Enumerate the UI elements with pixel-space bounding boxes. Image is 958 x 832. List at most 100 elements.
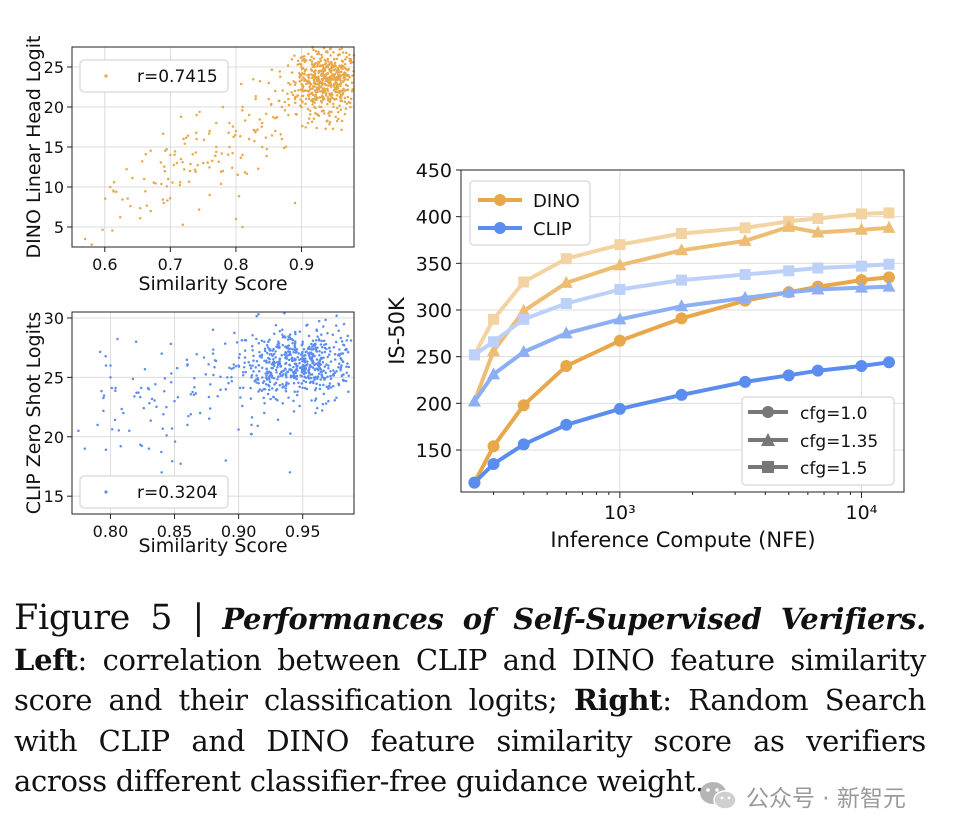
scatter-point bbox=[299, 63, 303, 66]
scatter-point bbox=[272, 332, 276, 336]
scatter-point bbox=[327, 384, 331, 388]
x-tick-label: 0.85 bbox=[157, 522, 193, 541]
scatter-point bbox=[341, 64, 345, 68]
scatter-point bbox=[301, 124, 304, 128]
scatter-point bbox=[307, 52, 310, 56]
scatter-point bbox=[306, 107, 310, 111]
series-marker-square bbox=[676, 227, 688, 239]
scatter-point bbox=[327, 387, 330, 390]
scatter-point bbox=[272, 395, 276, 399]
series-marker-square bbox=[560, 297, 572, 309]
scatter-point bbox=[305, 59, 308, 62]
scatter-point bbox=[324, 127, 327, 130]
scatter-point bbox=[254, 131, 257, 134]
line-chart-ylabel: IS-50K bbox=[385, 296, 409, 365]
scatter-point bbox=[333, 398, 337, 402]
scatter-point bbox=[328, 75, 332, 78]
scatter-point bbox=[324, 92, 328, 95]
scatter-point bbox=[139, 395, 142, 399]
scatter-point bbox=[258, 388, 262, 391]
scatter-point bbox=[306, 121, 310, 125]
legend-cfg10-label: cfg=1.0 bbox=[800, 404, 867, 424]
scatter-point bbox=[270, 102, 273, 106]
scatter-point bbox=[211, 328, 215, 332]
scatter-point bbox=[295, 377, 298, 381]
scatter-point bbox=[234, 133, 237, 137]
scatter-point bbox=[291, 359, 294, 363]
scatter-point bbox=[226, 153, 230, 156]
scatter-point bbox=[292, 365, 295, 369]
scatter-point bbox=[279, 364, 283, 368]
scatter-point bbox=[284, 384, 288, 387]
scatter-point bbox=[327, 81, 330, 84]
scatter-point bbox=[346, 351, 350, 354]
scatter-point bbox=[266, 371, 270, 375]
scatter-point bbox=[311, 339, 315, 343]
scatter-point bbox=[100, 389, 103, 393]
scatter-point bbox=[303, 57, 306, 61]
scatter-point bbox=[255, 359, 259, 363]
scatter-point bbox=[311, 85, 315, 88]
scatter-point bbox=[193, 376, 196, 380]
scatter-point bbox=[301, 87, 304, 90]
legend-cfg135-label: cfg=1.35 bbox=[800, 432, 878, 452]
scatter-point bbox=[265, 367, 268, 370]
scatter-point bbox=[242, 365, 246, 369]
scatter-point bbox=[293, 95, 297, 99]
scatter-point bbox=[315, 79, 319, 83]
scatter-point bbox=[294, 369, 297, 372]
scatter-point bbox=[340, 340, 344, 343]
scatter-point bbox=[306, 79, 310, 82]
scatter-point bbox=[114, 386, 117, 390]
series-marker-circle bbox=[855, 274, 868, 287]
inference-compute-line-chart: 150 200 250 300 350 400 450 10³ 10⁴ Inference Co… bbox=[385, 160, 905, 552]
scatter-point bbox=[278, 372, 282, 376]
scatter-point bbox=[165, 434, 168, 437]
y-tick-label: 200 bbox=[416, 393, 452, 415]
scatter-point bbox=[316, 90, 319, 94]
scatter-point bbox=[282, 385, 286, 388]
watermark: 公众号 · 新智元 bbox=[698, 776, 906, 816]
clip-scatter-legend-marker bbox=[104, 490, 108, 494]
scatter-point bbox=[257, 364, 261, 367]
scatter-point bbox=[276, 363, 280, 367]
series-marker-circle bbox=[517, 438, 530, 451]
scatter-point bbox=[298, 72, 301, 75]
series-marker-triangle bbox=[854, 280, 868, 293]
scatter-point bbox=[298, 75, 302, 79]
scatter-point bbox=[345, 371, 349, 375]
scatter-point bbox=[309, 82, 312, 85]
scatter-point bbox=[349, 105, 352, 109]
scatter-point bbox=[208, 166, 211, 169]
scatter-point bbox=[293, 330, 297, 334]
scatter-point bbox=[322, 325, 325, 328]
scatter-point bbox=[287, 103, 291, 107]
scatter-point bbox=[341, 67, 344, 71]
scatter-point bbox=[211, 348, 215, 351]
scatter-point bbox=[277, 375, 280, 378]
scatter-point bbox=[283, 100, 287, 104]
caption-figure-label: Figure 5 | bbox=[14, 598, 204, 638]
scatter-point bbox=[324, 88, 327, 91]
scatter-point bbox=[324, 74, 327, 77]
scatter-point bbox=[345, 74, 349, 78]
scatter-point bbox=[343, 100, 347, 103]
scatter-point bbox=[338, 48, 341, 51]
scatter-point bbox=[277, 340, 280, 343]
scatter-point bbox=[312, 347, 315, 351]
scatter-point bbox=[284, 387, 288, 390]
scatter-point bbox=[318, 387, 322, 391]
scatter-point bbox=[304, 97, 308, 101]
scatter-point bbox=[321, 65, 325, 68]
scatter-point bbox=[240, 339, 244, 342]
scatter-point bbox=[274, 356, 277, 359]
scatter-point bbox=[183, 142, 187, 146]
scatter-point bbox=[250, 376, 253, 379]
scatter-point bbox=[268, 374, 272, 377]
scatter-point bbox=[284, 368, 287, 371]
scatter-point bbox=[256, 167, 260, 170]
scatter-point bbox=[318, 353, 321, 357]
scatter-point bbox=[315, 329, 319, 333]
scatter-point bbox=[338, 64, 341, 67]
scatter-point bbox=[281, 336, 285, 339]
